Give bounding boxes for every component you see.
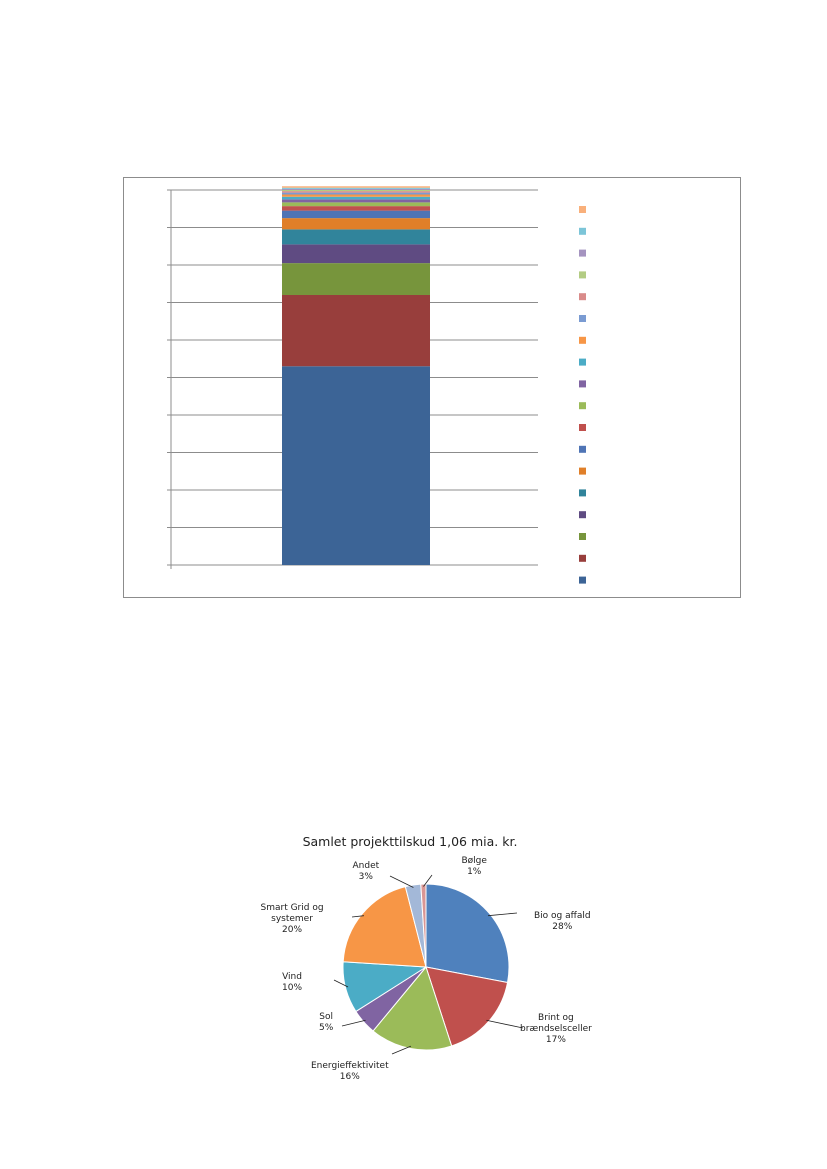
legend-marker <box>579 511 586 519</box>
legend-marker <box>579 424 586 431</box>
legend-marker <box>579 358 586 366</box>
bar-segment <box>282 186 430 188</box>
legend-marker <box>579 533 586 540</box>
leader-line <box>391 1045 412 1055</box>
legend-marker <box>579 336 586 344</box>
legend-marker <box>579 249 586 257</box>
leader-line <box>487 912 518 917</box>
pie-slice <box>425 883 510 984</box>
bar-segment <box>282 187 430 189</box>
pie-label-name: Bio og affald <box>534 911 591 921</box>
pie-label-percent: 3% <box>358 872 373 882</box>
pie-label-name: Vind <box>282 972 302 982</box>
bar-segment <box>282 366 430 565</box>
pie-slice-label: Vind 10% <box>282 972 302 994</box>
pie-slice <box>372 965 453 1051</box>
pie-slice <box>425 966 509 1047</box>
legend-marker <box>579 227 586 235</box>
pie-label-name: brændselsceller <box>520 1024 592 1034</box>
pie-label-name: Sol <box>319 1012 333 1022</box>
legend-marker <box>579 402 586 410</box>
legend-marker <box>579 380 586 388</box>
bar-segment <box>282 188 430 190</box>
legend-marker <box>579 467 586 475</box>
pie-slice-label: Sol 5% <box>319 1012 333 1034</box>
pie-label-percent: 1% <box>467 867 482 877</box>
bar-segment <box>282 244 430 264</box>
leader-line <box>333 979 349 988</box>
legend-marker <box>579 554 586 562</box>
bar-segment <box>282 263 430 295</box>
pie-title: Samlet projekttilskud 1,06 mia. kr. <box>302 834 518 849</box>
pie-chart: Samlet projekttilskud 1,06 mia. kr. Bio … <box>240 825 592 1085</box>
pie-label-name: Andet <box>352 861 380 871</box>
bar-segment <box>282 218 430 230</box>
stacked-bar-chart <box>123 177 741 598</box>
pie-slice-label: Bølge 1% <box>462 856 487 878</box>
leader-line <box>389 875 414 888</box>
leader-line <box>351 915 365 918</box>
legend-marker <box>579 445 586 453</box>
bar-segment <box>282 194 430 197</box>
pie-slice-label: Brint og brændselsceller 17% <box>520 1013 592 1046</box>
bar-segment <box>282 210 430 219</box>
pie-label-percent: 17% <box>545 1035 566 1045</box>
bar-segment <box>282 206 430 211</box>
bar-segment <box>282 196 430 200</box>
bar-segment <box>282 191 430 193</box>
leader-line <box>423 874 433 887</box>
legend-marker <box>579 489 586 497</box>
pie-label-percent: 16% <box>339 1072 360 1082</box>
pie-label-name: Smart Grid og <box>260 903 324 913</box>
pie-label-percent: 5% <box>319 1023 334 1033</box>
pie-slice <box>420 883 427 968</box>
legend-marker <box>579 576 586 584</box>
pie-slice <box>342 885 427 968</box>
bar-segment <box>282 192 430 195</box>
pie-slice-label: Bio og affald 28% <box>534 911 591 933</box>
pie-label-percent: 10% <box>282 983 303 993</box>
pie-label-percent: 20% <box>282 925 303 935</box>
stacked-bar-svg <box>167 186 586 584</box>
pie-slice-label: Smart Grid og systemer 20% <box>261 903 324 936</box>
pie-slice-label: Energieffektivitet 16% <box>311 1061 389 1083</box>
pie-label-name: Bølge <box>461 856 487 866</box>
bar-segment <box>282 190 430 192</box>
legend-marker <box>579 293 586 301</box>
pie-slice-label: Andet 3% <box>353 861 380 883</box>
pie-label-name: systemer <box>271 914 313 924</box>
bar-segment <box>282 229 430 245</box>
leader-line <box>486 1019 524 1029</box>
pie-label-name: Energieffektivitet <box>311 1061 389 1071</box>
legend-marker <box>579 271 586 279</box>
pie-label-percent: 28% <box>552 922 573 932</box>
bar-segment <box>282 295 430 367</box>
legend-marker <box>579 206 586 213</box>
legend-marker <box>579 315 586 322</box>
pie-label-name: Brint og <box>538 1013 574 1023</box>
bar-segment <box>282 202 430 207</box>
pie-svg <box>333 874 524 1055</box>
leader-line <box>341 1019 366 1027</box>
bar-segment <box>282 199 430 203</box>
